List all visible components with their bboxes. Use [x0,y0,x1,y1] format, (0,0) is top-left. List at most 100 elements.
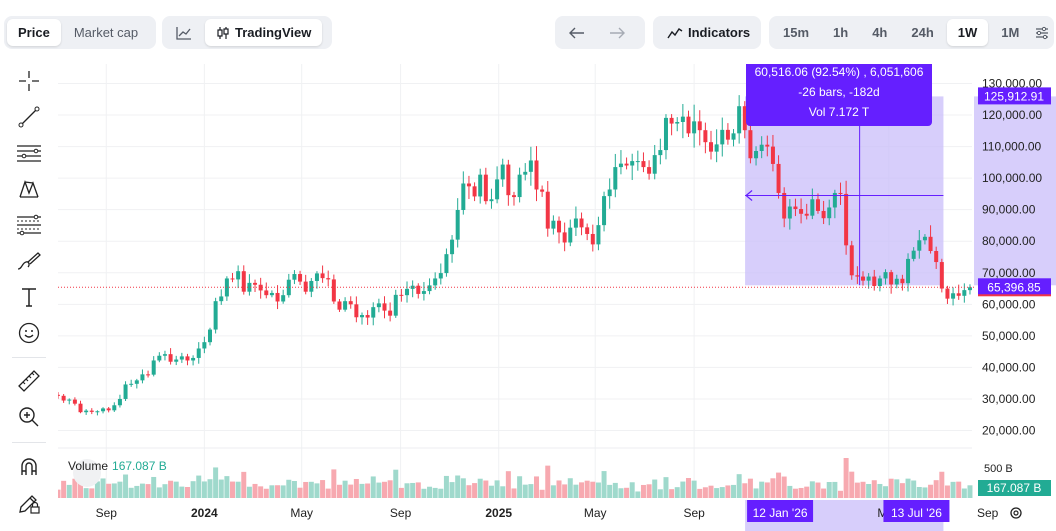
line-chart-button[interactable] [165,19,203,46]
lock-drawings-tool[interactable] [14,488,44,518]
candle-body [838,192,843,194]
watermark-logo [73,459,101,487]
volume-bar [308,481,314,498]
volume-bar [387,480,393,498]
volume-bar [230,481,236,498]
volume-bar [61,480,67,498]
candle-body [759,144,764,152]
volume-bar [151,476,157,498]
volume-bar [320,480,326,498]
candle-body [309,280,314,292]
interval-15m[interactable]: 15m [783,25,810,40]
volume-bar [809,481,815,498]
pattern-tool[interactable] [14,174,44,204]
current-price-label: 65,396.85 [987,280,1041,294]
volume-bar [415,482,421,498]
volume-bar [376,482,382,498]
volume-bar [106,483,112,498]
candle-body [241,271,246,292]
candle-body [146,374,151,376]
candlestick-icon [217,26,229,39]
text-tool[interactable] [14,282,44,312]
crosshair-icon [19,71,39,91]
undo-button[interactable] [558,19,596,46]
volume-bar [883,486,889,498]
gear-icon[interactable] [1010,507,1022,519]
fib-tool[interactable] [14,210,44,240]
volume-bar [432,487,438,498]
volume-bar [505,471,511,498]
candle-body [101,408,106,412]
volume-bar [252,483,258,498]
volume-bar [714,488,720,498]
interval-1m[interactable]: 1M [1001,25,1020,40]
ruler-tool[interactable] [14,366,44,396]
pattern-icon [19,180,39,198]
volume-bar [443,475,449,498]
candle-body [89,410,94,412]
indicators-group: Indicators [653,16,761,49]
x-tick-label: May [584,506,607,520]
volume-bar [162,484,168,498]
volume-bar [556,480,562,498]
interval-24h[interactable]: 24h [911,25,934,40]
indicators-button[interactable]: Indicators [656,19,761,46]
candle-body [613,167,618,190]
volume-bar [241,471,247,498]
volume-bar [657,489,663,498]
y-tick-label: 40,000.00 [982,360,1036,374]
volume-bar [201,481,207,498]
x-tick-label: Sep [683,506,705,520]
brush-tool[interactable] [14,246,44,276]
volume-bar [629,482,635,498]
drawing-toolbar [8,64,52,531]
redo-button[interactable] [598,19,636,46]
volume-bar [72,478,78,498]
candle-body [720,129,725,145]
chart-settings-button[interactable] [1032,19,1051,46]
trend-line-tool[interactable] [14,102,44,132]
candle-body [624,163,629,166]
candle-body [680,116,685,122]
candle-body [652,155,657,174]
volume-legend-value: 167.087 B [112,459,167,473]
magnet-icon [21,458,37,475]
volume-bar [961,488,967,498]
candle-body [506,164,511,196]
chart-area[interactable]: 60,516.06 (92.54%) , 6,051,606 -26 bars, … [51,56,1056,531]
tradingview-button[interactable]: TradingView [205,19,323,46]
zoom-tool[interactable] [14,402,44,432]
volume-bar [190,481,196,498]
interval-4h[interactable]: 4h [872,25,888,40]
volume-bar [595,482,601,498]
candle-body [320,273,325,279]
volume-bar [483,480,489,498]
volume-bar [747,478,753,498]
tab-market-cap[interactable]: Market cap [73,25,139,40]
x-tick-label: Sep [977,506,999,520]
y-tick-label: 90,000.00 [982,203,1036,217]
crosshair-tool[interactable] [14,66,44,96]
tab-price[interactable]: Price [7,19,61,46]
volume-bar [303,481,309,498]
y-tick-label: 50,000.00 [982,329,1036,343]
volume-bar [89,488,95,498]
candle-body [821,210,826,219]
volume-bar [235,481,241,498]
magnet-tool[interactable] [14,452,44,482]
volume-bar [207,479,213,498]
volume-bar [854,482,860,498]
candle-body [483,174,488,202]
volume-bar [601,471,607,498]
price-chart[interactable]: 60,516.06 (92.54%) , 6,051,606 -26 bars, … [51,56,1056,531]
horizontal-lines-tool[interactable] [14,138,44,168]
y-tick-label: 130,000.00 [982,77,1042,91]
time-axis[interactable]: Sep2024MaySep2025MaySepMaySep12 Jan '261… [58,500,999,531]
candle-body [253,282,258,285]
interval-1h[interactable]: 1h [833,25,849,40]
volume-bar [528,484,534,498]
candle-body [579,218,584,228]
interval-1w[interactable]: 1W [946,19,989,46]
emoji-tool[interactable] [14,318,44,348]
candle-body [725,129,730,140]
